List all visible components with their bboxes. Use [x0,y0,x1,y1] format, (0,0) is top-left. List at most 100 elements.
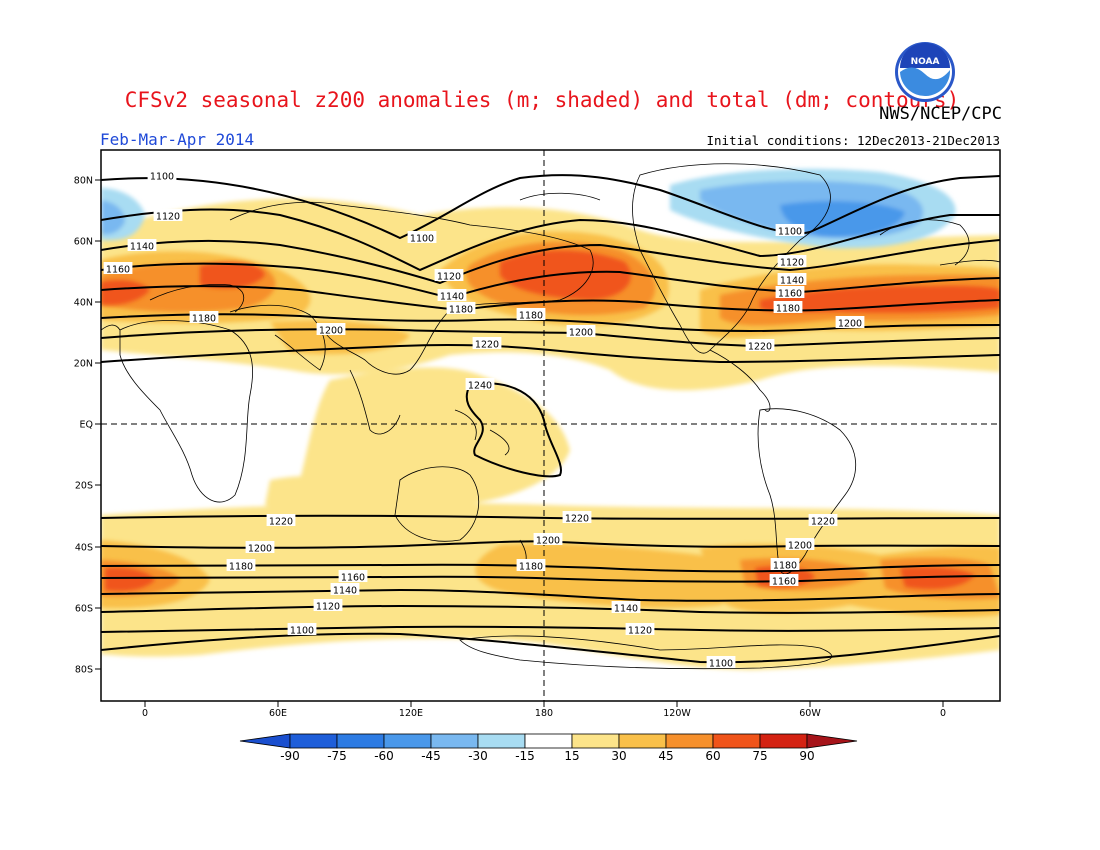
colorbar-segment [524,733,573,749]
colorbar-tick-label: 90 [799,749,814,763]
lat-tick-label: 20S [75,481,93,492]
contour-label: 1180 [449,305,473,316]
contour-label: 1220 [475,340,499,351]
contour-label: 1120 [156,212,180,223]
contour-label: 1160 [772,577,796,588]
contour-label: 1180 [776,304,800,315]
lat-tick-label: 80S [75,665,93,676]
contour-label-bg [785,538,815,550]
lon-tick-label: 180 [535,708,553,719]
contour-label: 1160 [106,265,130,276]
colorbar-segment [336,733,385,749]
colorbar-segment [759,733,808,749]
colorbar-tick-label: 75 [752,749,767,763]
contour-label: 1180 [519,311,543,322]
longitude-axis: 0 60E 120E 180 120W 60W 0 [142,701,946,719]
colorbar-segment [477,733,526,749]
contour-label: 1120 [628,626,652,637]
lat-tick-label: EQ [80,420,93,431]
contour-label-bg [153,209,183,221]
contour-label-bg [226,559,256,571]
lat-tick-label: 40N [74,298,93,309]
colorbar-tick-label: 15 [564,749,579,763]
lat-tick-label: 20N [74,359,93,370]
contour-label-bg [465,378,495,390]
contour-label: 1100 [778,227,802,238]
contour-label-bg [533,533,563,545]
contour-label-bg [434,269,464,281]
contour-label: 1200 [838,319,862,330]
contour-label-bg [775,224,805,236]
contour-label-bg [287,623,317,635]
colorbar-segment [289,733,338,749]
colorbar-high-arrow [806,733,858,749]
contour-label-bg [330,583,360,595]
contour-label-bg [313,599,343,611]
contour-label: 1100 [290,626,314,637]
contour-label: 1180 [773,561,797,572]
chart-title: CFSv2 seasonal z200 anomalies (m; shaded… [124,88,960,112]
contour-label-bg [516,308,546,320]
map-frame [100,149,1001,702]
contour-label: 1200 [536,536,560,547]
contour-label: 1160 [778,289,802,300]
lat-tick-label: 60S [75,604,93,615]
contour-label: 1200 [569,328,593,339]
contour-label: 1120 [780,258,804,269]
lon-tick-label: 0 [142,708,148,719]
contour-label: 1220 [811,517,835,528]
contour-label: 1140 [440,292,464,303]
agency-label: NWS/NCEP/CPC [879,104,1002,124]
contour-label-bg [147,169,177,181]
contour-label-bg [769,574,799,586]
contour-label: 1240 [468,381,492,392]
lon-tick-label: 60E [269,708,287,719]
anomaly-shading [101,150,1000,701]
contour-label-bg [446,302,476,314]
contour-label: 1180 [192,314,216,325]
contour-label-bg [808,514,838,526]
contour-label-bg [625,623,655,635]
contour-label-bg [770,558,800,570]
lon-tick-label: 120E [399,708,423,719]
contour-label-bg [566,325,596,337]
contour-label-bg [745,339,775,351]
colorbar-tick-label: -15 [515,749,535,763]
contour-label: 1220 [565,514,589,525]
contour-label-bg [706,656,736,668]
contour-label-bg [437,289,467,301]
lon-tick-label: 0 [940,708,946,719]
contour-label-bg [316,323,346,335]
lat-tick-label: 80N [74,176,93,187]
contour-label-bg [516,559,546,571]
colorbar-tick-label: -45 [421,749,441,763]
latitude-axis: 80N 60N 40N 20N EQ 20S 40S 60S 80S [74,176,101,676]
colorbar-segment [571,733,620,749]
contour-label-bg [127,239,157,251]
contour-label-bg [189,311,219,323]
contour-label-bg [472,337,502,349]
contour-label-bg [777,273,807,285]
contour-labels: 1100 1120 1140 1160 1180 1200 1100 1120 1140 1180… [103,169,865,670]
colorbar-segment [618,733,667,749]
colorbar-low-arrow [239,733,291,749]
contour-label: 1200 [788,541,812,552]
lon-tick-label: 120W [663,708,691,719]
contour-label-bg [777,255,807,267]
noaa-logo-text: NOAA [911,57,940,67]
colorbar: -90 -75 -60 -45 -30 -15 15 30 45 60 75 90 [239,733,858,763]
contour-label: 1220 [748,342,772,353]
contour-label: 1100 [150,172,174,183]
contour-label: 1180 [229,562,253,573]
season-label: Feb-Mar-Apr 2014 [100,130,255,149]
contour-label: 1200 [248,544,272,555]
lon-tick-label: 60W [799,708,821,719]
contour-label: 1120 [316,602,340,613]
colorbar-tick-label: 30 [611,749,626,763]
contour-label: 1140 [130,242,154,253]
contour-label-bg [562,511,592,523]
contour-label-bg [775,286,805,298]
contour-label: 1120 [437,272,461,283]
contour-label: 1100 [709,659,733,670]
